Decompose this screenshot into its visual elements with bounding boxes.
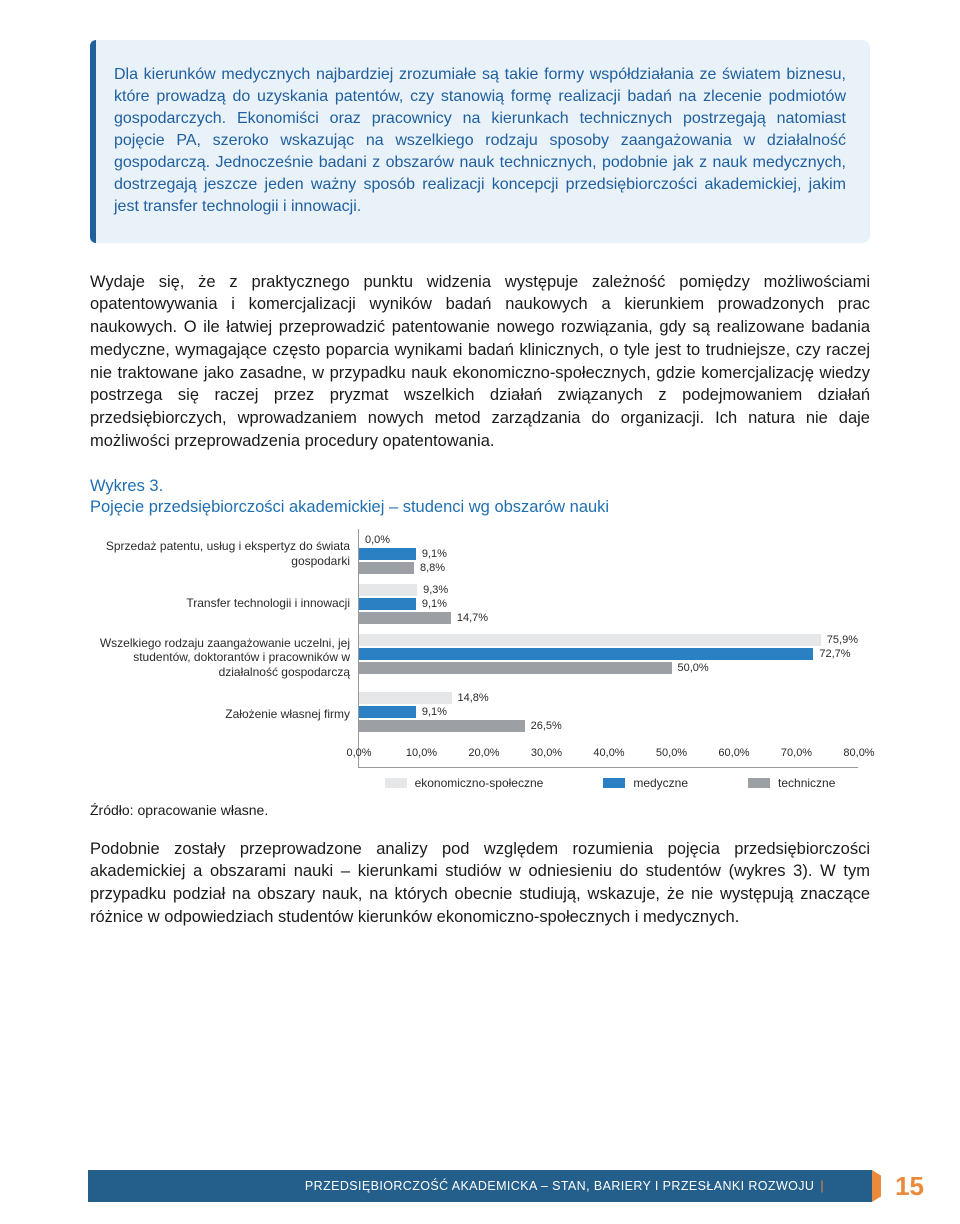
- chart-value-label: 75,9%: [827, 634, 858, 646]
- chart-category-label: Założenie własnej firmy: [90, 687, 358, 743]
- chart-value-label: 9,1%: [422, 598, 447, 610]
- chart-xtick: 60,0%: [718, 747, 749, 759]
- chart-bar-row: 26,5%: [359, 720, 858, 733]
- body-paragraph-1: Wydaje się, że z praktycznego punktu wid…: [90, 271, 870, 453]
- chart-bar-row: 9,3%: [359, 584, 858, 597]
- chart-bar-row: 14,8%: [359, 692, 858, 705]
- chart-group: 14,8% 9,1% 26,5%: [359, 687, 858, 743]
- chart-xtick: 30,0%: [531, 747, 562, 759]
- page-number: 15: [881, 1170, 926, 1202]
- chart-group: 0,0% 9,1% 8,8%: [359, 529, 858, 579]
- chart-bar-row: 0,0%: [359, 534, 858, 547]
- chart-subtitle: Pojęcie przedsiębiorczości akademickiej …: [90, 498, 870, 517]
- chart: Sprzedaż patentu, usług i ekspertyz do ś…: [90, 529, 870, 768]
- chart-bar: [359, 598, 416, 610]
- legend-label: techniczne: [778, 776, 835, 790]
- chart-value-label: 8,8%: [420, 562, 445, 574]
- chart-bar: [359, 634, 821, 646]
- chart-bar: [359, 548, 416, 560]
- legend-label: ekonomiczno-społeczne: [415, 776, 544, 790]
- chart-xtick: 80,0%: [843, 747, 874, 759]
- chart-bar: [359, 706, 416, 718]
- legend-item: ekonomiczno-społeczne: [385, 776, 544, 790]
- legend-swatch: [748, 778, 770, 788]
- chart-value-label: 72,7%: [819, 648, 850, 660]
- chart-xtick: 0,0%: [346, 747, 371, 759]
- body-paragraph-2: Podobnie zostały przeprowadzone analizy …: [90, 838, 870, 929]
- chart-source: Źródło: opracowanie własne.: [90, 802, 870, 818]
- chart-bar: [359, 562, 414, 574]
- chart-bar: [359, 612, 451, 624]
- chart-xaxis: 0,0%10,0%20,0%30,0%40,0%50,0%60,0%70,0%8…: [359, 743, 858, 767]
- chart-value-label: 9,1%: [422, 548, 447, 560]
- chart-value-label: 0,0%: [365, 534, 390, 546]
- highlight-box: Dla kierunków medycznych najbardziej zro…: [90, 40, 870, 243]
- chart-legend: ekonomiczno-społeczne medyczne techniczne: [350, 776, 870, 790]
- chart-bar-row: 8,8%: [359, 562, 858, 575]
- legend-item: medyczne: [603, 776, 688, 790]
- chart-bar-row: 72,7%: [359, 648, 858, 661]
- chart-xtick: 10,0%: [406, 747, 437, 759]
- chart-bar-row: 9,1%: [359, 598, 858, 611]
- chart-bar-row: 50,0%: [359, 662, 858, 675]
- chart-bar: [359, 720, 525, 732]
- chart-value-label: 14,8%: [458, 692, 489, 704]
- chart-bar-row: 9,1%: [359, 548, 858, 561]
- chart-value-label: 9,3%: [423, 584, 448, 596]
- chart-group: 9,3% 9,1% 14,7%: [359, 579, 858, 629]
- chart-bar: [359, 662, 672, 674]
- chart-xtick: 70,0%: [781, 747, 812, 759]
- chart-xtick: 40,0%: [593, 747, 624, 759]
- chart-bar: [359, 692, 452, 704]
- chart-value-label: 50,0%: [678, 662, 709, 674]
- chart-bar-row: 9,1%: [359, 706, 858, 719]
- chart-bar-row: 75,9%: [359, 634, 858, 647]
- legend-item: techniczne: [748, 776, 835, 790]
- chart-value-label: 26,5%: [531, 720, 562, 732]
- chart-group: 75,9% 72,7% 50,0%: [359, 629, 858, 687]
- chart-xtick: 50,0%: [656, 747, 687, 759]
- chart-value-label: 9,1%: [422, 706, 447, 718]
- chart-title: Wykres 3.: [90, 477, 870, 496]
- chart-bar-row: 14,7%: [359, 612, 858, 625]
- footer-text: PRZEDSIĘBIORCZOŚĆ AKADEMICKA – STAN, BAR…: [305, 1179, 814, 1193]
- chart-category-label: Sprzedaż patentu, usług i ekspertyz do ś…: [90, 529, 358, 579]
- footer-sep: |: [814, 1179, 830, 1193]
- chart-category-label: Wszelkiego rodzaju zaangażowanie uczelni…: [90, 629, 358, 687]
- legend-swatch: [385, 778, 407, 788]
- highlight-text: Dla kierunków medycznych najbardziej zro…: [114, 64, 846, 219]
- chart-bar: [359, 648, 813, 660]
- chart-xtick: 20,0%: [468, 747, 499, 759]
- legend-swatch: [603, 778, 625, 788]
- footer-bar: PRZEDSIĘBIORCZOŚĆ AKADEMICKA – STAN, BAR…: [88, 1170, 872, 1202]
- chart-bar: [359, 584, 417, 596]
- legend-label: medyczne: [633, 776, 688, 790]
- chart-category-label: Transfer technologii i innowacji: [90, 579, 358, 629]
- chart-value-label: 14,7%: [457, 612, 488, 624]
